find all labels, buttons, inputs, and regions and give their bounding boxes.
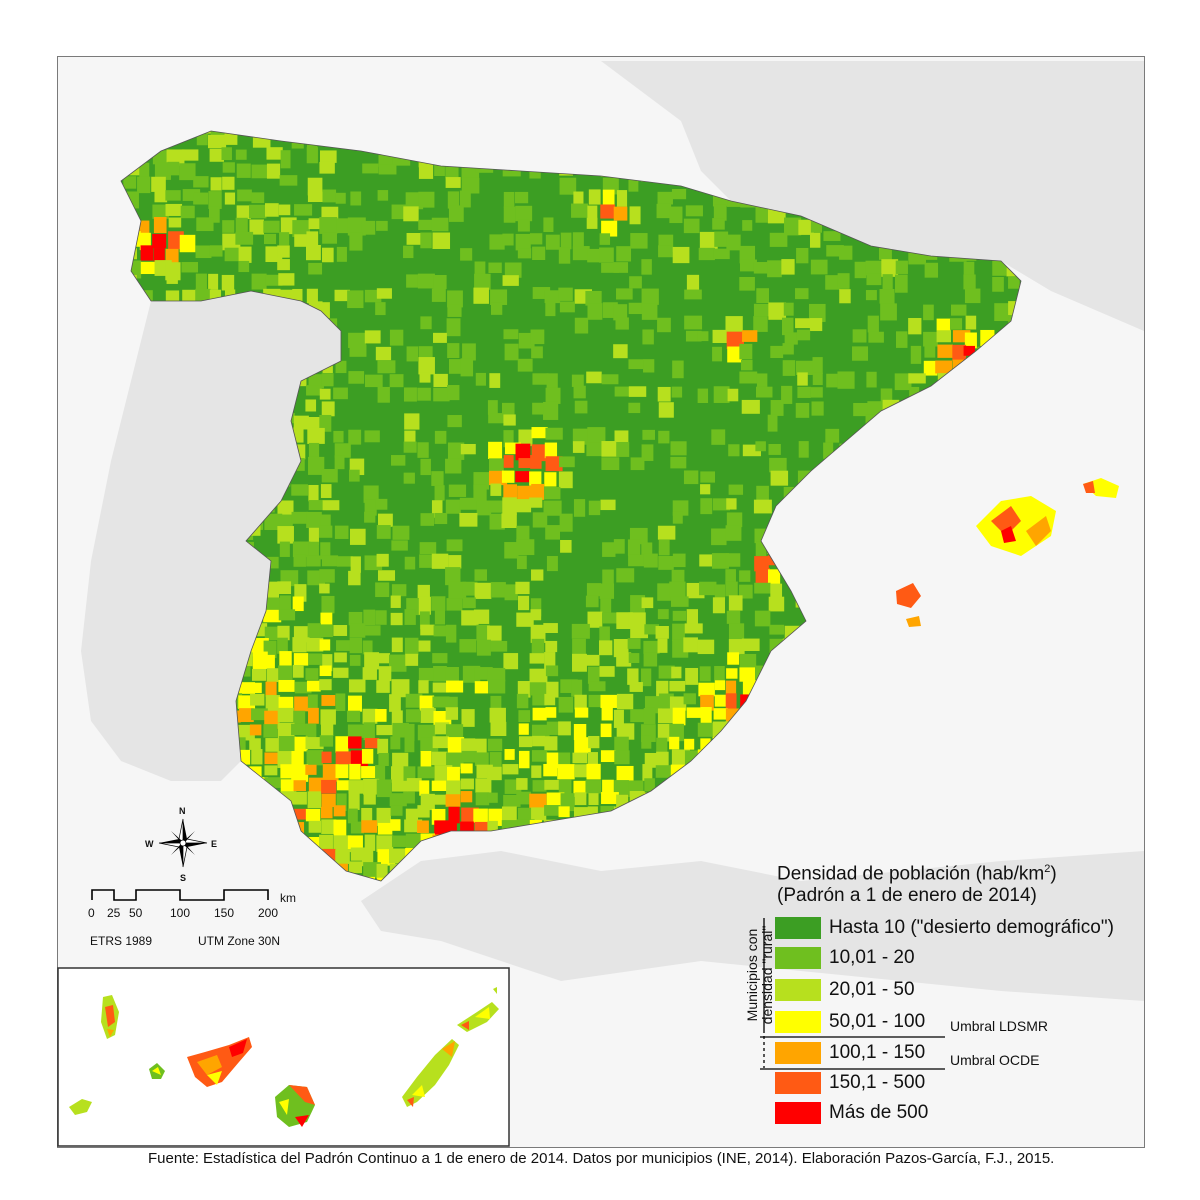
legend-item: 100,1 - 150 <box>775 1041 925 1065</box>
compass-rose-icon <box>158 818 208 868</box>
source-note: Fuente: Estadística del Padrón Continuo … <box>148 1150 1055 1167</box>
scale-tick-25: 25 <box>107 906 121 920</box>
population-density-map <box>81 61 1144 1001</box>
legend-item: Hasta 10 ("desierto demográfico") <box>775 916 1114 940</box>
compass-west-label: W <box>145 839 154 849</box>
scale-tick-100: 100 <box>170 906 191 920</box>
threshold-ldsmr: Umbral LDSMR <box>950 1018 1049 1034</box>
portugal-land <box>81 291 341 781</box>
legend-swatch <box>775 1102 821 1124</box>
sardinia-land <box>1121 141 1144 281</box>
formentera <box>906 616 921 627</box>
ibiza <box>896 583 921 608</box>
legend-item: 10,01 - 20 <box>775 946 915 970</box>
legend-swatch <box>775 1072 821 1094</box>
threshold-ocde: Umbral OCDE <box>950 1052 1040 1068</box>
threshold-lines <box>760 1036 945 1070</box>
legend-item: 50,01 - 100 <box>775 1010 925 1034</box>
legend-label: 20,01 - 50 <box>829 979 915 1000</box>
legend-item: 150,1 - 500 <box>775 1071 925 1095</box>
iberia-outline <box>120 130 1022 882</box>
africa-land <box>361 851 1144 1001</box>
legend-label: 150,1 - 500 <box>829 1072 926 1093</box>
legend-label: 50,01 - 100 <box>829 1011 926 1032</box>
legend-title-line2: (Padrón a 1 de enero de 2014) <box>777 885 1037 906</box>
legend-swatch <box>775 1011 821 1033</box>
scale-bar <box>91 889 269 901</box>
legend-swatch <box>775 917 821 939</box>
projection-label: UTM Zone 30N <box>198 934 281 948</box>
legend-swatch <box>775 979 821 1001</box>
scale-tick-0: 0 <box>88 906 95 920</box>
legend-label: Hasta 10 ("desierto demográfico") <box>829 917 1114 938</box>
scale-tick-150: 150 <box>214 906 235 920</box>
background-land <box>81 61 1144 1001</box>
map-frame <box>57 56 1145 1148</box>
datum-label: ETRS 1989 <box>90 934 153 948</box>
el-hierro <box>69 1099 92 1115</box>
canary-islands-inset <box>57 967 510 1147</box>
legend-swatch <box>775 947 821 969</box>
compass-east-label: E <box>211 839 218 849</box>
legend-item: 20,01 - 50 <box>775 978 915 1002</box>
fuerteventura <box>402 1039 459 1107</box>
rural-bracket <box>763 918 765 1068</box>
compass-north-label: N <box>179 806 186 816</box>
legend-label: 100,1 - 150 <box>829 1042 926 1063</box>
balearic-islands <box>896 478 1119 627</box>
legend-label: 10,01 - 20 <box>829 947 915 968</box>
legend-label: Más de 500 <box>829 1102 929 1123</box>
scale-unit: km <box>280 891 296 905</box>
legend-item: Más de 500 <box>775 1101 928 1125</box>
scale-tick-200: 200 <box>258 906 279 920</box>
compass-south-label: S <box>180 873 187 883</box>
legend-swatch <box>775 1042 821 1064</box>
legend-title-line1: Densidad de población (hab/km2) <box>777 863 1057 885</box>
scale-tick-50: 50 <box>129 906 143 920</box>
france-land <box>601 61 1144 331</box>
